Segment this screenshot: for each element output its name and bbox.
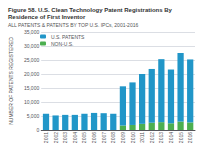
- svg-text:2005: 2005: [81, 132, 87, 143]
- svg-text:0: 0: [36, 127, 39, 133]
- svg-text:2014: 2014: [168, 132, 174, 143]
- svg-text:2007: 2007: [101, 132, 107, 143]
- svg-text:2010: 2010: [130, 132, 136, 143]
- svg-text:10,000: 10,000: [24, 99, 40, 105]
- svg-text:2002: 2002: [53, 132, 59, 143]
- svg-text:35,000: 35,000: [24, 29, 40, 35]
- svg-text:2013: 2013: [158, 132, 164, 143]
- svg-text:20,000: 20,000: [24, 71, 40, 77]
- svg-text:2003: 2003: [62, 132, 68, 143]
- svg-text:2009: 2009: [120, 132, 126, 143]
- svg-text:2004: 2004: [72, 132, 78, 143]
- svg-text:5,000: 5,000: [27, 113, 40, 119]
- svg-text:2001: 2001: [43, 132, 49, 143]
- svg-text:2011: 2011: [139, 132, 145, 143]
- svg-text:30,000: 30,000: [24, 43, 40, 49]
- svg-text:NUMBER OF PATENTS REGISTERED: NUMBER OF PATENTS REGISTERED: [8, 37, 14, 125]
- svg-text:2008: 2008: [110, 132, 116, 143]
- svg-text:2006: 2006: [91, 132, 97, 143]
- svg-text:Figure 58. U.S. Clean Technolo: Figure 58. U.S. Clean Technology Patent …: [8, 7, 174, 13]
- svg-text:2015: 2015: [178, 132, 184, 143]
- svg-text:25,000: 25,000: [24, 57, 40, 63]
- svg-text:2012: 2012: [149, 132, 155, 143]
- svg-text:Residence of First Inventor: Residence of First Inventor: [8, 14, 86, 20]
- svg-text:NON-U.S.: NON-U.S.: [51, 41, 74, 47]
- svg-text:2016: 2016: [187, 132, 193, 143]
- svg-text:15,000: 15,000: [24, 85, 40, 91]
- svg-text:ALL PATENTS & PATENTS BY TOP U: ALL PATENTS & PATENTS BY TOP U.S. IPCs, …: [8, 22, 138, 28]
- svg-text:U.S. PATENTS: U.S. PATENTS: [51, 34, 85, 40]
